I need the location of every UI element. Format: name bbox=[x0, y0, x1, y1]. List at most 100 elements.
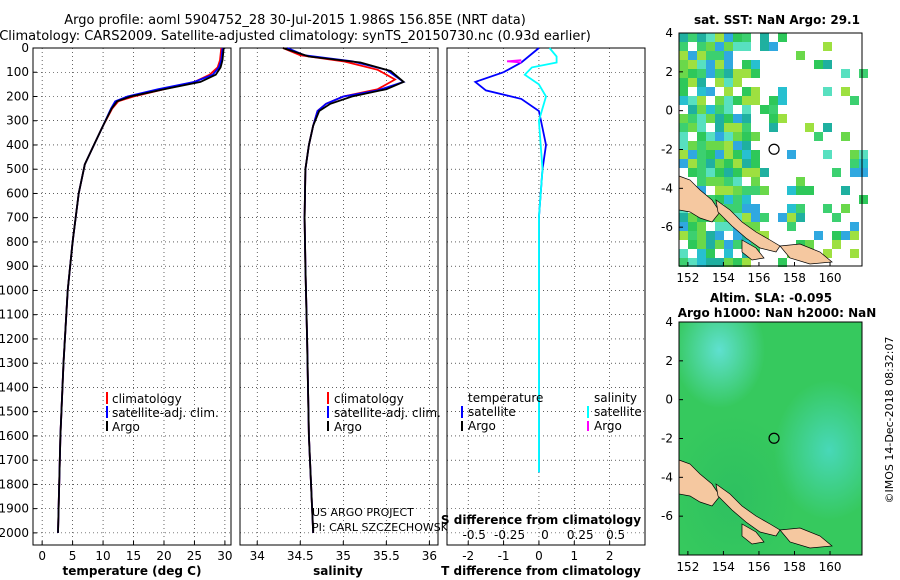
sst-cell bbox=[706, 177, 715, 186]
sst-cell bbox=[760, 105, 769, 114]
legend-t-argo: Argo bbox=[468, 419, 496, 433]
sst-cell bbox=[688, 240, 697, 249]
map-y-tick-label: -2 bbox=[661, 143, 673, 157]
sst-cell bbox=[715, 186, 724, 195]
sst-cell bbox=[679, 96, 688, 105]
sst-cell bbox=[706, 51, 715, 60]
y-tick-label: 1700 bbox=[0, 453, 29, 467]
sst-cell bbox=[742, 168, 751, 177]
land-south-island bbox=[779, 527, 833, 549]
sst-cell bbox=[706, 42, 715, 51]
sst-cell bbox=[715, 195, 724, 204]
sst-cell bbox=[841, 132, 850, 141]
sst-cell bbox=[859, 195, 868, 204]
x-tick-label: 36 bbox=[422, 549, 437, 563]
sst-cell bbox=[733, 78, 742, 87]
sst-cell bbox=[679, 213, 688, 222]
sst-cell bbox=[679, 258, 688, 267]
sst-cell bbox=[850, 222, 859, 231]
sst-cell bbox=[778, 258, 787, 267]
sst-cell bbox=[697, 240, 706, 249]
series-line-s-argo bbox=[507, 59, 522, 64]
map-x-tick-label: 158 bbox=[783, 560, 806, 574]
sla-map-title-1: Altim. SLA: -0.095 bbox=[710, 291, 832, 305]
sst-cell bbox=[859, 159, 868, 168]
map-y-tick-label: 2 bbox=[665, 354, 673, 368]
legend-s-satellite: satellite bbox=[594, 405, 642, 419]
sst-cell bbox=[787, 150, 796, 159]
sst-cell bbox=[724, 87, 733, 96]
credit-pi: PI: CARL SZCZECHOWSKI bbox=[312, 521, 451, 534]
sst-cell bbox=[733, 96, 742, 105]
sst-cell bbox=[724, 222, 733, 231]
land-small-island bbox=[741, 523, 765, 545]
sst-cell bbox=[679, 150, 688, 159]
x-tick-label-top: 0.5 bbox=[606, 528, 625, 542]
x-tick-label: 35.5 bbox=[373, 549, 400, 563]
sst-cell bbox=[751, 168, 760, 177]
y-tick-label: 1600 bbox=[0, 429, 29, 443]
sst-cell bbox=[742, 60, 751, 69]
sst-cell bbox=[715, 150, 724, 159]
y-tick-label: 900 bbox=[6, 259, 29, 273]
y-tick-label: 0 bbox=[21, 41, 29, 55]
sst-cell bbox=[760, 186, 769, 195]
map-y-tick-label: 2 bbox=[665, 65, 673, 79]
sst-map-title: sat. SST: NaN Argo: 29.1 bbox=[694, 13, 860, 27]
sst-cell bbox=[760, 42, 769, 51]
sst-cell bbox=[715, 168, 724, 177]
y-tick-label: 1400 bbox=[0, 380, 29, 394]
sst-cell bbox=[733, 195, 742, 204]
sst-cell bbox=[706, 33, 715, 42]
legend-climatology: climatology bbox=[112, 392, 182, 406]
y-tick-label: 700 bbox=[6, 211, 29, 225]
sst-cell bbox=[706, 105, 715, 114]
argo-position-marker bbox=[768, 432, 780, 444]
sst-cell bbox=[814, 132, 823, 141]
sst-cell bbox=[724, 123, 733, 132]
sst-cell bbox=[742, 114, 751, 123]
sst-cell bbox=[697, 60, 706, 69]
sst-cell bbox=[697, 105, 706, 114]
sst-cell bbox=[733, 186, 742, 195]
legend-satellite: satellite-adj. clim. bbox=[112, 406, 219, 420]
sst-cell bbox=[688, 123, 697, 132]
sst-cell bbox=[823, 87, 832, 96]
x-tick-label: 1 bbox=[570, 549, 578, 563]
sst-cell bbox=[688, 33, 697, 42]
sst-cell bbox=[679, 114, 688, 123]
sst-cell bbox=[688, 96, 697, 105]
sst-cell bbox=[697, 78, 706, 87]
sla-low bbox=[679, 322, 862, 555]
series-line-argo bbox=[282, 47, 406, 533]
y-tick-label: 1800 bbox=[0, 477, 29, 491]
legend-temperature-title: temperature bbox=[468, 391, 543, 405]
sst-cell bbox=[724, 69, 733, 78]
sst-cell bbox=[742, 87, 751, 96]
sst-cell bbox=[715, 132, 724, 141]
sst-cell bbox=[733, 69, 742, 78]
sst-cell bbox=[760, 168, 769, 177]
map-x-tick-label: 160 bbox=[819, 560, 842, 574]
sst-cell bbox=[688, 51, 697, 60]
sst-cell bbox=[688, 60, 697, 69]
difference-panel: -2 -1 0 1 2 -0.5 -0.25 0 0.25 0.5 S difference f… bbox=[441, 47, 646, 578]
sst-cell bbox=[715, 78, 724, 87]
sst-cell bbox=[706, 114, 715, 123]
imos-stamp: ©IMOS 14-Dec-2018 08:32:07 bbox=[883, 337, 896, 504]
sst-cell bbox=[742, 96, 751, 105]
y-tick-label: 300 bbox=[6, 114, 29, 128]
sst-cell bbox=[724, 141, 733, 150]
sst-cell bbox=[724, 96, 733, 105]
x-tick-label: 20 bbox=[156, 549, 171, 563]
sst-cell bbox=[832, 213, 841, 222]
salinity-panel: 34 34.5 35 35.5 36 salinity climatology sate… bbox=[239, 47, 451, 578]
land-island-chain bbox=[715, 483, 781, 537]
t-difference-label: T difference from climatology bbox=[441, 564, 641, 578]
x-tick-label: 15 bbox=[126, 549, 141, 563]
sst-cell bbox=[787, 204, 796, 213]
sst-cell bbox=[733, 114, 742, 123]
sst-cell bbox=[715, 114, 724, 123]
sst-cell bbox=[724, 105, 733, 114]
sst-cell bbox=[751, 204, 760, 213]
